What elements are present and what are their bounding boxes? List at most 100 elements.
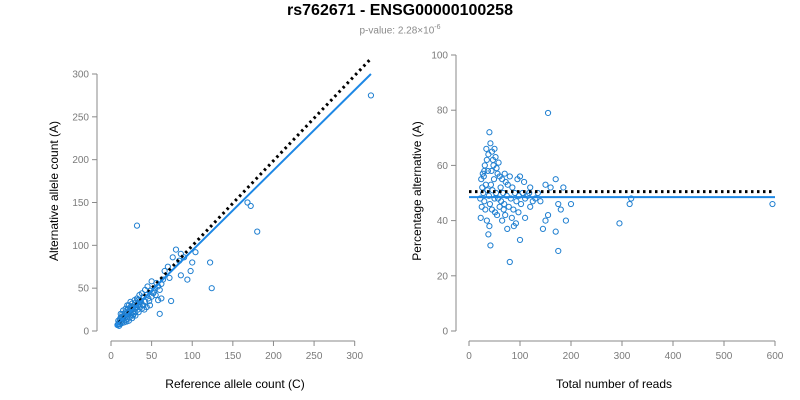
data-point [122,305,129,312]
data-point [146,297,153,305]
data-point [489,156,497,163]
data-point [187,267,194,275]
data-point [509,184,516,191]
data-point [477,214,484,221]
data-point [485,151,492,158]
data-point [493,165,500,172]
x-tick-label: 50 [146,351,158,362]
data-point [502,211,509,219]
data-point [491,209,499,216]
data-point [507,195,514,202]
y-tick-label: 60 [437,161,449,172]
x-tick-label: 600 [767,351,784,362]
y-tick-label: 0 [442,327,448,338]
y-tick-label: 200 [72,155,89,166]
data-point [628,195,635,202]
y-tick-label: 250 [72,112,89,123]
data-point [491,195,498,202]
p-value-text: p-value: 2.28×10 [359,25,435,37]
data-point [495,159,502,166]
data-point [527,184,534,191]
data-point [555,247,562,255]
data-point [146,302,154,309]
data-point [114,321,121,329]
data-point [552,228,559,235]
data-point [510,206,517,213]
data-point [482,206,489,213]
x-tick-label: 100 [184,351,201,362]
data-point [542,217,549,224]
data-point [542,181,549,188]
data-point [483,156,490,163]
data-point [367,92,375,99]
data-point [158,295,165,302]
data-point [557,206,564,213]
data-point [142,286,149,293]
data-point [529,198,536,205]
y-tick-label: 100 [431,51,448,62]
data-point [486,223,493,230]
y-tick-label: 300 [72,70,89,81]
data-point [500,206,507,213]
data-point [169,254,176,261]
data-point [516,173,524,180]
data-point [501,170,508,177]
data-point [479,184,486,191]
data-point [478,203,485,210]
x-tick-label: 250 [306,351,323,362]
reference-line-left [118,57,373,324]
data-point [125,302,132,309]
data-point [539,225,547,232]
data-point [132,312,139,319]
data-point [506,258,513,266]
data-point [487,140,494,147]
y-tick-label: 40 [437,216,449,227]
x-tick-label: 400 [665,351,682,362]
data-point [505,203,512,210]
x-tick-label: 300 [614,351,631,362]
data-point [177,272,184,279]
y-axis-label-left: Alternative allele count (A) [47,121,61,261]
y-axis-label-right: Percentage alternative (A) [410,121,424,260]
data-point [498,198,505,205]
data-point [544,211,552,219]
data-point [562,217,570,224]
y-tick-label: 100 [72,241,89,252]
data-point [520,178,528,186]
p-value-exponent: -6 [434,24,441,31]
data-point [522,214,529,221]
data-point [192,249,199,256]
x-tick-label: 500 [716,351,733,362]
data-point [547,184,554,191]
data-point [503,192,510,199]
data-point [141,306,148,313]
data-point [133,222,141,229]
data-point [499,217,506,224]
data-point [486,129,493,136]
x-tick-label: 200 [265,351,282,362]
y-tick-label: 80 [437,106,449,117]
data-point [484,167,491,175]
x-tick-label: 0 [466,351,472,362]
data-point [189,259,196,266]
data-point [247,202,254,210]
data-point [512,220,520,227]
data-point [168,297,175,305]
data-point [504,225,511,232]
chart-subtitle: p-value: 2.28×10-6 [0,24,800,36]
data-point [544,109,552,117]
data-point [155,297,162,304]
x-tick-label: 200 [563,351,580,362]
data-point [244,199,251,206]
data-point [483,145,490,152]
data-point [166,274,173,281]
data-point [477,195,484,202]
data-point [487,242,494,249]
y-tick-label: 0 [83,327,89,338]
x-axis-label-left: Reference allele count (C) [165,377,304,391]
scatter-plot-left: 0 50 100 150 200 250 300 0 50 100 150 200 250 300 Refe… [47,57,375,391]
data-point [537,198,544,205]
data-point [485,192,492,199]
data-point [131,297,138,304]
